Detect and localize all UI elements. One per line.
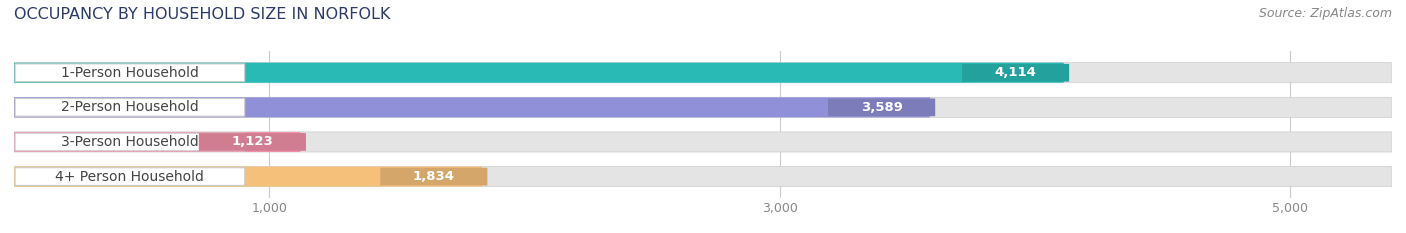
FancyBboxPatch shape — [14, 167, 482, 187]
FancyBboxPatch shape — [828, 99, 935, 116]
FancyBboxPatch shape — [380, 168, 488, 185]
FancyBboxPatch shape — [14, 97, 929, 117]
FancyBboxPatch shape — [198, 133, 307, 151]
Text: 4,114: 4,114 — [994, 66, 1036, 79]
FancyBboxPatch shape — [14, 132, 301, 152]
FancyBboxPatch shape — [198, 133, 307, 151]
FancyBboxPatch shape — [380, 168, 488, 185]
FancyBboxPatch shape — [14, 97, 1392, 117]
FancyBboxPatch shape — [15, 168, 245, 185]
FancyBboxPatch shape — [15, 99, 245, 116]
Text: 4+ Person Household: 4+ Person Household — [55, 170, 204, 184]
Text: 1,834: 1,834 — [413, 170, 454, 183]
FancyBboxPatch shape — [14, 63, 1064, 83]
FancyBboxPatch shape — [962, 64, 1069, 82]
Text: Source: ZipAtlas.com: Source: ZipAtlas.com — [1258, 7, 1392, 20]
FancyBboxPatch shape — [14, 167, 1392, 187]
Text: OCCUPANCY BY HOUSEHOLD SIZE IN NORFOLK: OCCUPANCY BY HOUSEHOLD SIZE IN NORFOLK — [14, 7, 391, 22]
Text: 1-Person Household: 1-Person Household — [60, 66, 198, 80]
Text: 1,123: 1,123 — [232, 135, 273, 148]
FancyBboxPatch shape — [14, 132, 1392, 152]
Text: 3-Person Household: 3-Person Household — [60, 135, 198, 149]
Text: 3,589: 3,589 — [860, 101, 903, 114]
FancyBboxPatch shape — [15, 133, 245, 151]
FancyBboxPatch shape — [15, 64, 245, 82]
FancyBboxPatch shape — [828, 99, 935, 116]
FancyBboxPatch shape — [962, 64, 1069, 82]
Text: 2-Person Household: 2-Person Household — [60, 100, 198, 114]
FancyBboxPatch shape — [14, 63, 1392, 83]
